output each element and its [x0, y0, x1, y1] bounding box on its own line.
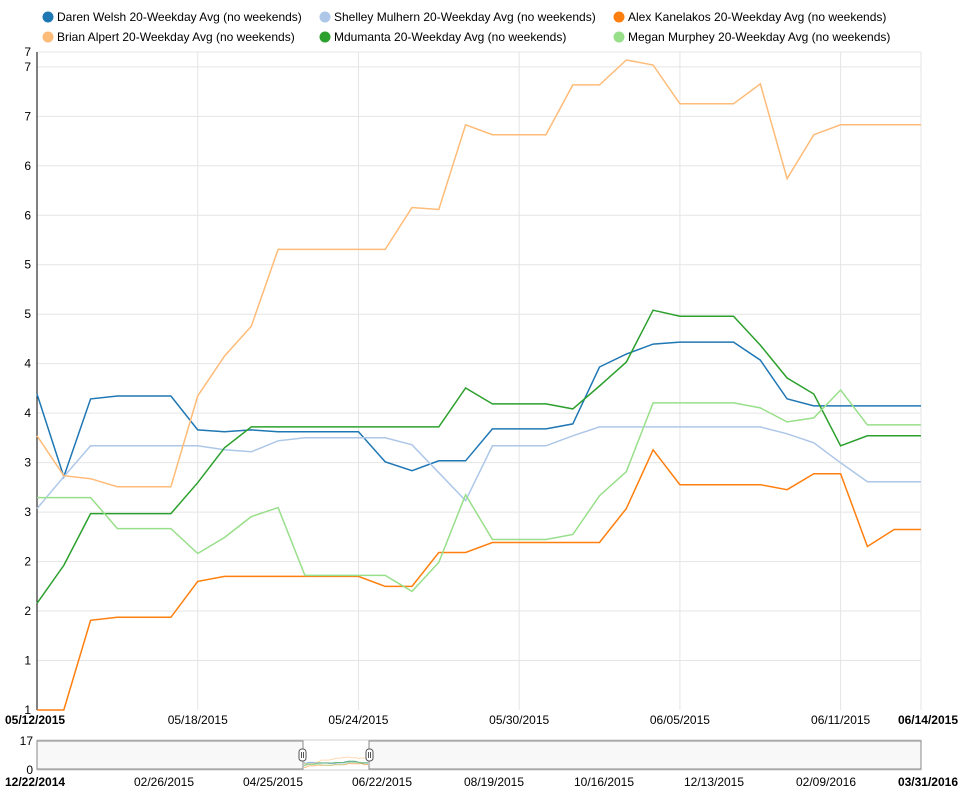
- legend-swatch: [613, 31, 625, 43]
- x-gridlines: [197, 52, 922, 710]
- y-tick-label: 3: [24, 505, 31, 519]
- y-tick-label: 7: [24, 109, 31, 123]
- navigator-x-tick-label: 12/22/2014: [5, 775, 65, 789]
- navigator-series-line: [303, 760, 368, 767]
- series-line[interactable]: [36, 59, 921, 488]
- series-line[interactable]: [36, 426, 921, 510]
- legend-label: Brian Alpert 20-Weekday Avg (no weekends…: [57, 30, 295, 44]
- legend-swatch: [42, 11, 54, 23]
- series-line[interactable]: [36, 341, 921, 480]
- x-tick-label: 05/24/2015: [328, 713, 388, 727]
- navigator-y-tick-top: 17: [20, 734, 34, 748]
- series-lines: [36, 59, 921, 711]
- x-tick-label: 06/14/2015: [898, 713, 958, 727]
- y-tick-label: 5: [24, 258, 31, 272]
- y-tick-label: 6: [24, 208, 31, 222]
- legend-swatch: [42, 31, 54, 43]
- legend-label: Daren Welsh 20-Weekday Avg (no weekends): [57, 10, 302, 24]
- x-tick-label: 05/30/2015: [489, 713, 549, 727]
- y-tick-label: 5: [24, 307, 31, 321]
- legend-swatch: [613, 11, 625, 23]
- navigator-series-line: [303, 756, 368, 765]
- x-tick-label: 05/12/2015: [5, 713, 65, 727]
- series-line[interactable]: [37, 448, 921, 711]
- legend-label: Mdumanta 20-Weekday Avg (no weekends): [334, 30, 566, 44]
- legend: Daren Welsh 20-Weekday Avg (no weekends)…: [42, 10, 891, 44]
- navigator-series-line: [304, 761, 368, 767]
- navigator-x-tick-label: 02/26/2015: [134, 775, 194, 789]
- navigator-right-handle[interactable]: [365, 748, 374, 762]
- navigator-x-tick-label: 04/25/2015: [243, 775, 303, 789]
- legend-item[interactable]: Alex Kanelakos 20-Weekday Avg (no weeken…: [613, 10, 887, 24]
- y-tick-label: 2: [24, 604, 31, 618]
- y-tick-label: 3: [24, 456, 31, 470]
- navigator-right-mask: [368, 740, 922, 770]
- navigator-left-mask: [36, 740, 304, 770]
- series-line[interactable]: [36, 309, 921, 604]
- legend-item[interactable]: Mdumanta 20-Weekday Avg (no weekends): [319, 30, 567, 44]
- x-tick-label: 06/05/2015: [650, 713, 710, 727]
- navigator-y-tick-bottom: 0: [26, 763, 33, 777]
- y-tick-label: 4: [24, 357, 31, 371]
- y-tick-label: 7: [24, 45, 31, 59]
- navigator-x-tick-label: 10/16/2015: [574, 775, 634, 789]
- y-tick-label: 1: [24, 654, 31, 668]
- y-gridlines: [37, 51, 921, 662]
- legend-label: Shelley Mulhern 20-Weekday Avg (no weeke…: [334, 10, 596, 24]
- legend-swatch: [319, 31, 331, 43]
- x-tick-label: 06/11/2015: [811, 713, 870, 727]
- navigator-series: [303, 756, 368, 768]
- navigator-x-tick-label: 06/22/2015: [352, 775, 412, 789]
- legend-label: Alex Kanelakos 20-Weekday Avg (no weeken…: [628, 10, 886, 24]
- series-line[interactable]: [37, 388, 921, 593]
- y-tick-label: 4: [24, 406, 31, 420]
- navigator-x-tick-label: 08/19/2015: [464, 775, 524, 789]
- navigator-left-handle[interactable]: [298, 748, 307, 762]
- navigator-x-tick-label: 02/09/2016: [796, 775, 856, 789]
- legend-swatch: [319, 11, 331, 23]
- x-tick-label: 05/18/2015: [168, 713, 228, 727]
- y-tick-label: 1: [24, 703, 31, 717]
- y-tick-label: 2: [24, 555, 31, 569]
- legend-item[interactable]: Daren Welsh 20-Weekday Avg (no weekends): [42, 10, 302, 24]
- range-navigator[interactable]: 17 0 12/22/2014 02/26/2015 04/25/2015 06/22…: [5, 734, 958, 789]
- legend-item[interactable]: Shelley Mulhern 20-Weekday Avg (no weeke…: [319, 10, 596, 24]
- y-tick-label: 6: [24, 159, 31, 173]
- navigator-x-axis-ticks: 12/22/2014 02/26/2015 04/25/2015 06/22/2015…: [5, 775, 958, 789]
- legend-item[interactable]: Megan Murphey 20-Weekday Avg (no weekend…: [613, 30, 891, 44]
- navigator-x-tick-label: 03/31/2016: [898, 775, 958, 789]
- legend-item[interactable]: Brian Alpert 20-Weekday Avg (no weekends…: [42, 30, 295, 44]
- x-axis-ticks: 05/12/2015 05/18/2015 05/24/2015 05/30/2015…: [5, 713, 958, 727]
- y-tick-label: 7: [24, 60, 31, 74]
- navigator-x-tick-label: 12/13/2015: [684, 775, 744, 789]
- legend-label: Megan Murphey 20-Weekday Avg (no weekend…: [628, 30, 890, 44]
